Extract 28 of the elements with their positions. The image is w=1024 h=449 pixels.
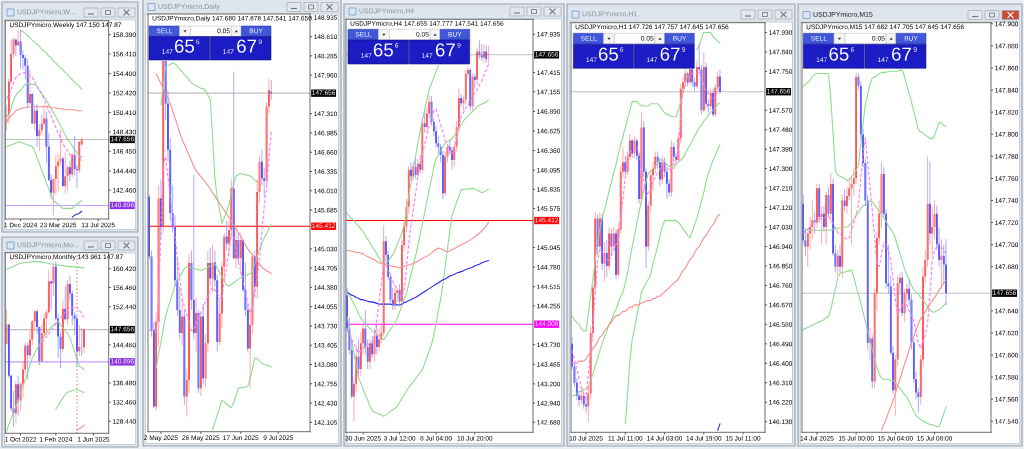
- line-series: [346, 63, 490, 354]
- line-series: [5, 141, 83, 209]
- line-series: [346, 187, 490, 417]
- line-series: [624, 144, 721, 425]
- annotation: 65: [829, 47, 849, 61]
- line-series: [55, 388, 85, 410]
- line-series: [5, 82, 83, 162]
- line-series: [5, 106, 83, 123]
- line-series: [20, 30, 83, 90]
- line-series: [5, 261, 85, 270]
- line-series: [160, 62, 258, 224]
- annotation: 67: [237, 39, 257, 53]
- line-series: [155, 73, 272, 275]
- line-series: [802, 269, 947, 428]
- line-series: [346, 259, 490, 306]
- line-series: [802, 69, 947, 182]
- line-series: [212, 357, 272, 431]
- annotation: 65: [373, 43, 393, 57]
- annotation: 65: [174, 39, 195, 53]
- line-series: [571, 213, 721, 364]
- line-series: [880, 279, 947, 431]
- annotation: 65: [598, 47, 619, 61]
- annotation: 67: [660, 47, 680, 61]
- line-series: [148, 131, 272, 334]
- annotation: 67: [891, 47, 911, 61]
- annotation: 67: [435, 43, 455, 57]
- line-series: [802, 136, 947, 349]
- line-series: [802, 200, 947, 313]
